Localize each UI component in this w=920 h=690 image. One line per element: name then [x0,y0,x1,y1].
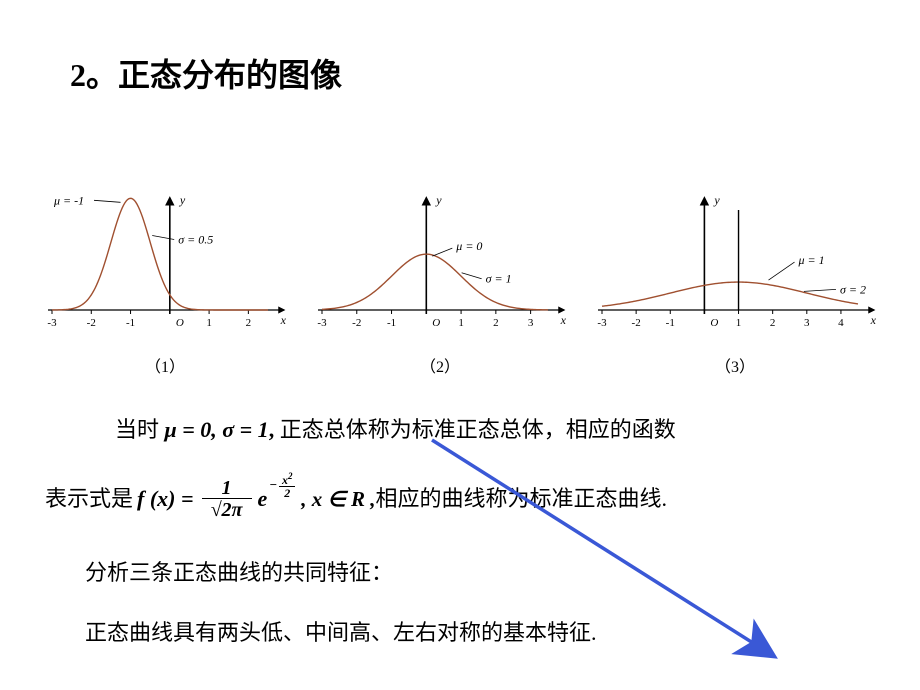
svg-text:σ = 0.5: σ = 0.5 [178,232,213,246]
svg-text:y: y [435,193,442,207]
svg-text:y: y [713,193,720,207]
svg-text:μ = 1: μ = 1 [798,253,825,267]
svg-text:σ = 1: σ = 1 [486,272,512,286]
svg-text:μ = 0: μ = 0 [455,239,482,253]
paragraph-4: 正态曲线具有两头低、中间高、左右对称的基本特征. [85,618,597,649]
svg-text:-1: -1 [126,317,135,329]
svg-text:3: 3 [528,317,534,329]
svg-text:4: 4 [838,317,844,329]
paragraph-2: 表示式是 f (x) = 1 √2π e − x2 2 , x ∈ R , 相应… [45,478,905,521]
svg-text:2: 2 [493,317,499,329]
title-text: 2。正态分布的图像 [70,57,342,93]
svg-text:x: x [280,313,287,327]
svg-text:x: x [870,313,877,327]
svg-text:y: y [179,193,186,207]
svg-text:O: O [710,317,718,329]
svg-text:2: 2 [246,317,252,329]
line2-prefix: 表示式是 [45,484,133,515]
svg-text:-1: -1 [387,317,396,329]
normal-curve-2: -3 -2 -1 O 1 2 3 x y μ = 0 σ = 1 [310,190,570,330]
svg-text:1: 1 [736,317,742,329]
svg-text:-2: -2 [87,317,96,329]
line1-formula: μ = 0, σ = 1 [165,417,269,442]
svg-text:x: x [560,313,567,327]
formula-numerator: 1 [222,478,232,498]
chart-2: -3 -2 -1 O 1 2 3 x y μ = 0 σ = 1 （2） [310,190,570,377]
page-title: 2。正态分布的图像 [70,50,342,96]
formula-exponent: − x2 2 [269,472,295,499]
formula-e: e [258,484,268,515]
formula-xr: , x ∈ R , [301,485,375,514]
chart-3-caption: （3） [590,353,880,377]
svg-text:3: 3 [804,317,810,329]
charts-row: -3 -2 -1 O 1 2 x y μ = -1 σ = 0.5 （1） -3 -2 -1 O 1 2 3 x… [40,190,880,377]
line2-suffix: 相应的曲线称为标准正态曲线. [376,484,668,515]
chart-3: -3 -2 -1 O 1 2 3 4 x y μ = 1 σ = 2 （3） [590,190,880,377]
formula-denominator: √2π [211,499,243,521]
chart-1: -3 -2 -1 O 1 2 x y μ = -1 σ = 0.5 （1） [40,190,290,377]
svg-text:-3: -3 [317,317,327,329]
normal-curve-1: -3 -2 -1 O 1 2 x y μ = -1 σ = 0.5 [40,190,290,330]
paragraph-3: 分析三条正态曲线的共同特征： [85,558,393,589]
formula-fx: f (x) = [137,484,194,515]
paragraph-1: 当时 μ = 0, σ = 1, 正态总体称为标准正态总体，相应的函数 [115,415,895,446]
chart-1-caption: （1） [40,353,290,377]
svg-text:-2: -2 [632,317,641,329]
svg-text:1: 1 [206,317,212,329]
svg-text:μ = -1: μ = -1 [53,193,84,207]
svg-text:-3: -3 [597,317,607,329]
line1-prefix: 当时 [115,417,159,442]
svg-text:-2: -2 [352,317,361,329]
svg-text:-3: -3 [47,317,57,329]
svg-text:-1: -1 [666,317,675,329]
formula-fraction: 1 √2π [202,478,252,521]
svg-text:σ = 2: σ = 2 [840,282,866,296]
svg-text:O: O [176,317,184,329]
svg-text:1: 1 [458,317,464,329]
svg-text:2: 2 [770,317,776,329]
chart-2-caption: （2） [310,353,570,377]
normal-curve-3: -3 -2 -1 O 1 2 3 4 x y μ = 1 σ = 2 [590,190,880,330]
line1-suffix: 正态总体称为标准正态总体，相应的函数 [280,417,676,442]
svg-text:O: O [432,317,440,329]
